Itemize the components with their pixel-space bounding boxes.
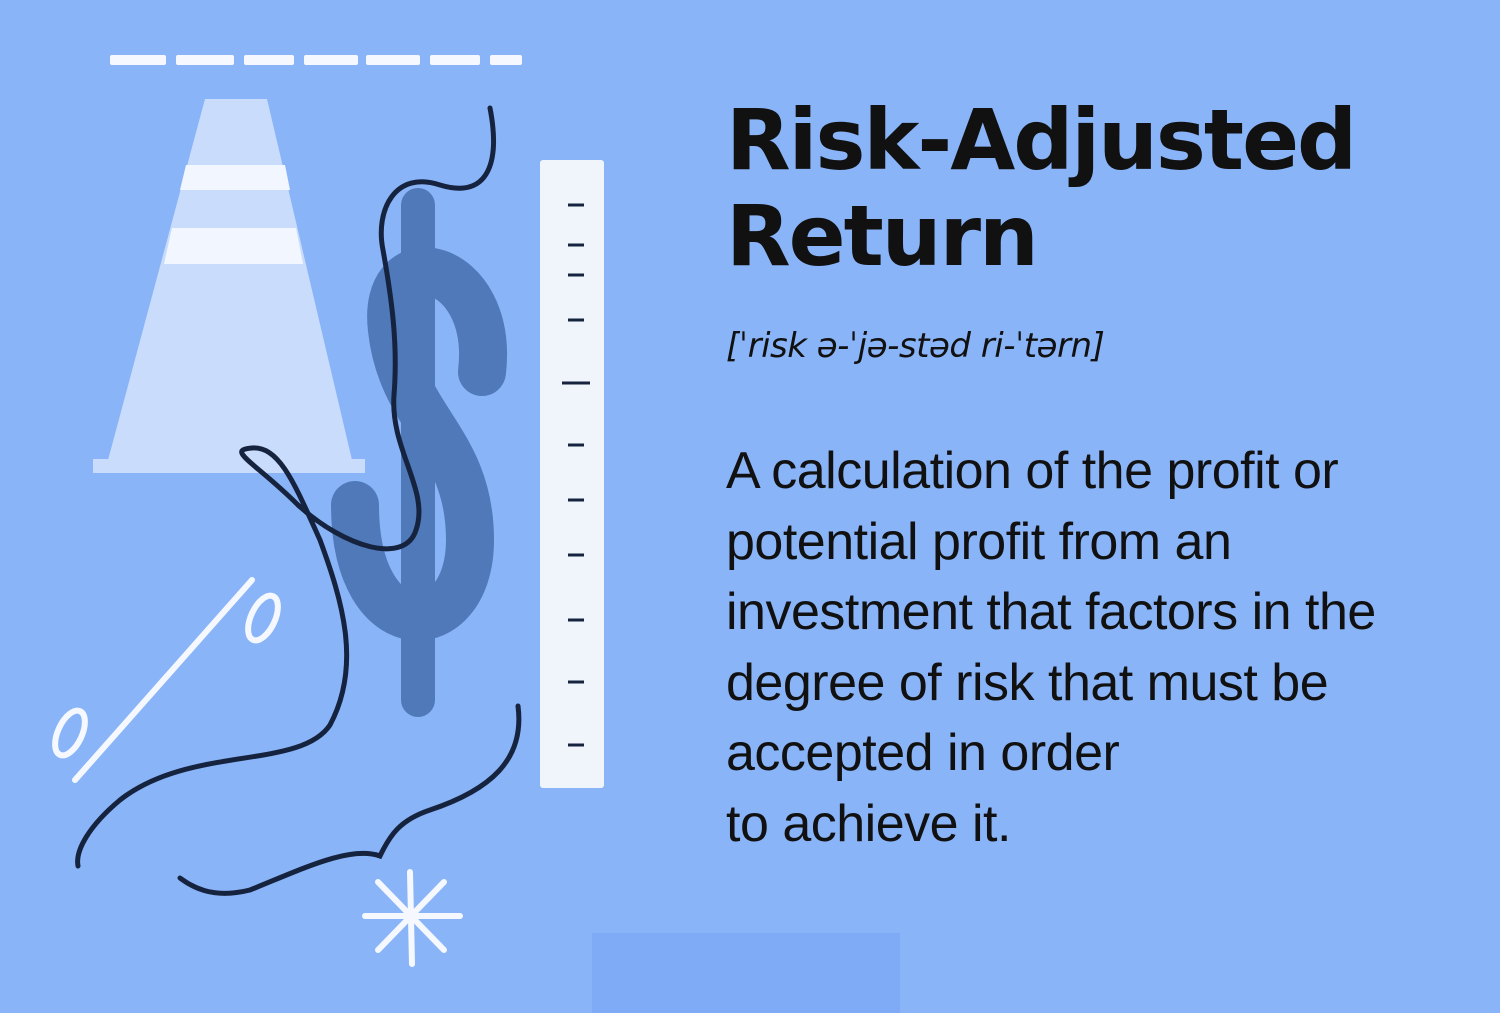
dashed-line-icon xyxy=(110,55,522,65)
footer-bar xyxy=(592,933,900,1013)
asterisk-icon xyxy=(362,869,463,967)
definition-text: A calculation of the profit or potential… xyxy=(726,442,1376,853)
term-title: Risk-Adjusted Return xyxy=(726,91,1357,285)
definition-panel: Risk-Adjusted Return [ˈrisk ə-ˈjə-stəd r… xyxy=(726,92,1476,859)
illustration xyxy=(52,55,604,967)
traffic-cone-icon xyxy=(93,99,365,473)
percent-sign-icon xyxy=(52,577,281,783)
rope-icon xyxy=(75,105,522,896)
pronunciation: [ˈrisk ə-ˈjə-stəd ri-ˈtərn] xyxy=(726,326,1105,366)
ruler-icon xyxy=(540,160,604,788)
dollar-sign-icon xyxy=(331,188,507,717)
